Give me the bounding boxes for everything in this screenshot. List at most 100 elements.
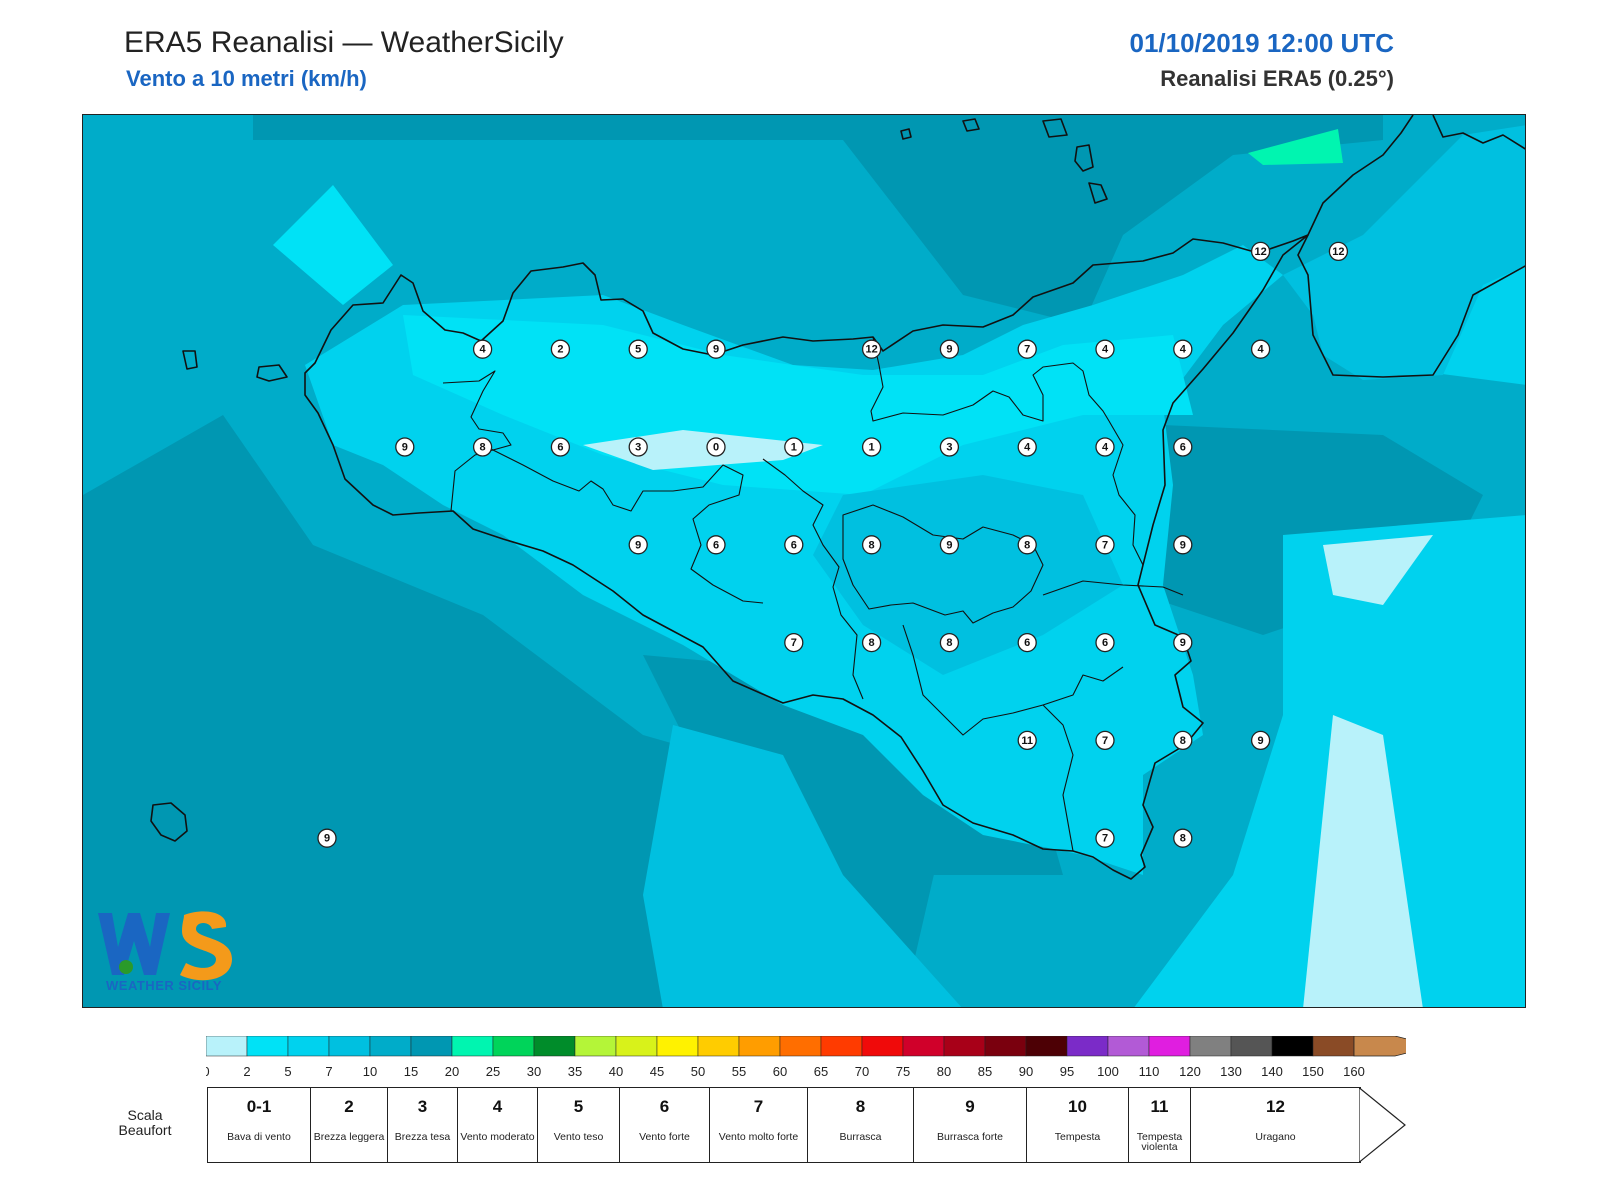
station-circle [628, 535, 648, 555]
beaufort-cell: 7 Vento molto forte [709, 1087, 808, 1163]
colorbar-cell [1271, 1036, 1314, 1057]
colorbar-cell [206, 1036, 248, 1057]
colorbar-tick-label: 25 [486, 1064, 500, 1079]
colorbar-cell [861, 1036, 904, 1057]
station-circle [1173, 437, 1193, 457]
colorbar-cell [1025, 1036, 1068, 1057]
station-value: 9 [946, 344, 952, 356]
strong-wind-patch [1248, 129, 1343, 165]
beaufort-cell: 6 Vento forte [619, 1087, 710, 1163]
weather-sicily-logo-icon [98, 911, 232, 981]
station-marker: 6 [550, 437, 571, 457]
station-marker: 4 [1173, 339, 1193, 359]
station-marker: 6 [784, 535, 804, 555]
colorbar-tick-label: 40 [609, 1064, 623, 1079]
colorbar-cell [820, 1036, 863, 1057]
station-marker: 9 [317, 828, 337, 848]
beaufort-number: 0-1 [246, 1097, 272, 1116]
station-marker: 4 [1017, 437, 1037, 457]
colorbar-tick-label: 10 [363, 1064, 377, 1079]
colorbar-cell [369, 1036, 412, 1057]
station-value: 4 [1102, 344, 1109, 356]
station-value: 4 [1180, 344, 1187, 356]
beaufort-description: Vento molto forte [718, 1131, 799, 1143]
colorbar-tick-label: 55 [732, 1064, 746, 1079]
station-circle [706, 437, 726, 457]
beaufort-number: 9 [965, 1097, 975, 1116]
colorbar-tick-label: 45 [650, 1064, 664, 1079]
favignana-island [256, 364, 288, 382]
beaufort-number: 7 [753, 1097, 764, 1116]
wind-map: 9 8 6 3 0 1 1 3 4 4 6 4 2 5 9 12 9 7 4 4 4 12 12 9 6 6 8 9 8 7 9 7 8 8 6 6 9… [82, 114, 1526, 1008]
colorbar-tick-label: 140 [1261, 1064, 1283, 1079]
station-circle [784, 535, 804, 555]
station-marker: 7 [1095, 828, 1115, 848]
station-marker: 12 [1250, 241, 1271, 262]
chart-subtitle: Vento a 10 metri (km/h) [126, 66, 367, 91]
province-border-palermo-agrigento [482, 444, 764, 604]
beaufort-cell: 2 Brezza leggera [310, 1087, 388, 1163]
colorbar-cell [779, 1036, 822, 1057]
colorbar-tick-label: 110 [1139, 1064, 1160, 1079]
beaufort-arrow [1359, 1087, 1406, 1164]
province-border-ragusa-siracusa [1042, 666, 1124, 706]
beaufort-description: Uragano [1255, 1131, 1296, 1143]
station-marker: 9 [628, 535, 648, 555]
beaufort-number: 12 [1266, 1097, 1285, 1116]
station-circle [861, 535, 882, 555]
station-circle [1017, 535, 1037, 555]
colorbar-cell [1107, 1036, 1150, 1057]
wind-speed-colorbar: 0257101520253035404550556065707580859095… [206, 1036, 1406, 1079]
station-marker: 3 [939, 437, 960, 457]
province-border-catania-siracusa [1042, 580, 1184, 596]
station-marker: 9 [939, 535, 960, 555]
beaufort-description: Burrasca [839, 1131, 882, 1143]
station-value: 8 [946, 637, 952, 649]
station-circle [939, 437, 960, 457]
province-border-ragusa [902, 624, 1074, 852]
beaufort-description: Bava di vento [227, 1131, 291, 1143]
station-circle [706, 535, 726, 555]
station-value: 9 [635, 539, 641, 551]
station-circle [1095, 730, 1115, 751]
station-marker: 7 [1095, 535, 1115, 555]
station-circle [861, 339, 882, 359]
station-value: 6 [1180, 442, 1186, 454]
station-circle [550, 437, 571, 457]
beaufort-number: 3 [417, 1097, 428, 1116]
station-marker: 0 [706, 437, 726, 457]
colorbar-tick-label: 80 [937, 1064, 951, 1079]
station-marker: 8 [1173, 828, 1193, 848]
station-marker: 1 [784, 437, 804, 457]
colorbar-cell [574, 1036, 617, 1057]
colorbar-tick-label: 70 [855, 1064, 869, 1079]
station-value: 4 [480, 344, 487, 356]
station-circle [1095, 535, 1115, 555]
colorbar-cell [943, 1036, 986, 1057]
calabria-east-coast [1432, 115, 1525, 150]
station-circle [1173, 828, 1193, 848]
colorbar-tick-label: 60 [773, 1064, 787, 1079]
station-value: 12 [1254, 246, 1266, 258]
station-circle [939, 632, 960, 653]
colorbar-tick-label: 100 [1097, 1064, 1119, 1079]
station-value: 7 [1024, 344, 1030, 356]
station-marker: 6 [1017, 632, 1037, 653]
station-marker: 9 [1173, 535, 1193, 555]
station-marker: 5 [628, 339, 648, 359]
station-value: 12 [1332, 246, 1344, 258]
station-marker: 6 [706, 535, 726, 555]
station-circle [861, 437, 882, 457]
station-value: 8 [869, 637, 875, 649]
station-value: 5 [635, 344, 641, 356]
station-marker: 11 [1017, 730, 1037, 751]
station-value: 7 [1102, 735, 1108, 747]
station-marker: 8 [472, 437, 493, 457]
calabria-west-coast [1307, 115, 1414, 236]
valid-datetime: 01/10/2019 12:00 UTC [1129, 28, 1394, 58]
colorbar-tick-label: 50 [691, 1064, 705, 1079]
station-circle [317, 828, 337, 848]
colorbar-cell [697, 1036, 740, 1057]
ustica-island [900, 128, 912, 140]
station-value: 8 [480, 442, 486, 454]
